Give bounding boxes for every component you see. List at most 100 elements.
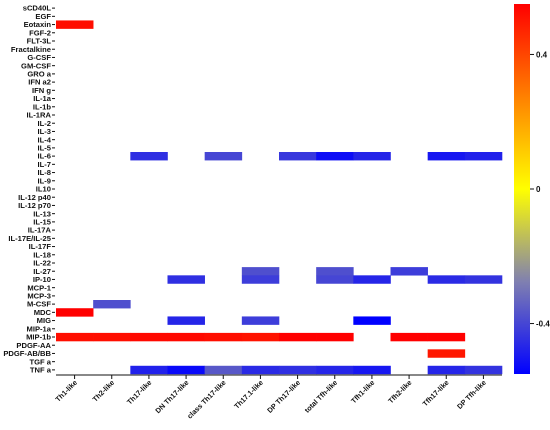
row-label-il-1a: IL-1a	[33, 94, 52, 103]
cell-m-csf-th2-like	[93, 300, 131, 309]
row-label-gm-csf: GM-CSF	[21, 61, 51, 70]
column-label-dn-th17-like: DN Th17-like	[153, 378, 190, 415]
column-label-class-th17-like: class Th17-like	[185, 378, 228, 421]
row-label-tnf-a: TNF a	[30, 365, 52, 374]
cell-ip-10-total-tfh-like	[316, 275, 354, 284]
colorbar-gradient	[514, 4, 530, 374]
cell-pdgf-ab-bb-tfh17-like	[427, 349, 466, 358]
row-label-fgf-2: FGF-2	[29, 28, 51, 37]
column-label-dp-th17-like: DP Th17-like	[265, 378, 302, 415]
row-label-egf: EGF	[35, 12, 51, 21]
column-label-th1-like: Th1-like	[53, 378, 79, 404]
row-label-il10: IL10	[36, 185, 51, 194]
row-label-il-5: IL-5	[37, 143, 51, 152]
cell-ip-10-dn-th17-like	[167, 275, 205, 284]
row-label-il-8: IL-8	[37, 168, 51, 177]
cell-ip-10-th17-1-like	[241, 275, 280, 284]
cell-tnf-a-dn-th17-like	[167, 365, 205, 375]
cell-mig-tfh1-like	[353, 316, 391, 325]
cell-tnf-a-dp-tfh-like	[464, 365, 503, 375]
row-label-il-1b: IL-1b	[33, 102, 52, 111]
row-label-il-12-p70: IL-12 p70	[18, 201, 51, 210]
cell-mip-1b-tfh17-like	[427, 332, 466, 342]
row-label-mip-1b: MIP-1b	[26, 333, 51, 342]
cell-tnf-a-class-th17-like	[204, 365, 243, 375]
cell-ip-10-dp-tfh-like	[464, 275, 503, 284]
cell-il-6-total-tfh-like	[316, 152, 354, 161]
cell-mdc-th1-like	[56, 308, 94, 317]
row-label-il-1ra: IL-1RA	[27, 111, 52, 120]
cell-il-6-dp-tfh-like	[464, 152, 503, 161]
row-label-mcp-1: MCP-1	[27, 283, 51, 292]
cell-mip-1b-th17-1-like	[241, 332, 280, 342]
row-label-ip-10: IP-10	[33, 275, 51, 284]
row-label-flt-3l: FLT-3L	[27, 37, 52, 46]
cell-il-6-dp-th17-like	[279, 152, 317, 161]
cell-il-27-tfh2-like	[390, 267, 428, 276]
row-label-il-27: IL-27	[33, 267, 51, 276]
row-label-il-17f: IL-17F	[29, 242, 52, 251]
row-label-il-2: IL-2	[37, 119, 51, 128]
colorbar-tick-label: 0.4	[536, 50, 548, 59]
column-label-total-tfh-like: total Tfh-like	[303, 378, 340, 415]
row-label-il-12-p40: IL-12 p40	[18, 193, 51, 202]
row-label-fractalkine: Fractalkine	[11, 45, 51, 54]
cell-tnf-a-th17-like	[130, 365, 168, 375]
cell-eotaxin-th1-like	[56, 20, 94, 29]
row-label-ifn-a2: IFN a2	[28, 78, 51, 87]
cell-mig-dn-th17-like	[167, 316, 205, 325]
column-label-tfh2-like: Tfh2-like	[386, 378, 413, 405]
cell-ip-10-tfh17-like	[427, 275, 466, 284]
row-label-scd40l: sCD40L	[23, 4, 52, 13]
row-label-il-18: IL-18	[33, 250, 51, 259]
colorbar-tick-label: 0	[536, 185, 541, 194]
row-label-ifn-g: IFN g	[32, 86, 51, 95]
cell-tnf-a-th17-1-like	[241, 365, 280, 375]
row-label-tgf-a: TGF a	[29, 357, 51, 366]
row-label-m-csf: M-CSF	[27, 300, 51, 309]
cell-mip-1b-dp-th17-like	[279, 332, 317, 342]
cell-mip-1b-total-tfh-like	[316, 332, 354, 342]
cell-il-6-tfh1-like	[353, 152, 391, 161]
row-label-pdgf-ab-bb: PDGF-AB/BB	[3, 349, 51, 358]
row-label-pdgf-aa: PDGF-AA	[16, 341, 51, 350]
column-label-tfh1-like: Tfh1-like	[349, 378, 376, 405]
row-label-gro-a: GRO a	[27, 69, 51, 78]
column-label-th2-like: Th2-like	[91, 378, 117, 404]
row-label-mdc: MDC	[34, 308, 52, 317]
row-label-mcp-3: MCP-3	[27, 291, 51, 300]
cell-mip-1b-th2-like	[93, 332, 131, 342]
cell-mip-1b-th1-like	[56, 332, 94, 342]
row-labels: sCD40LEGFEotaxinFGF-2FLT-3LFractalkineG-…	[3, 4, 55, 374]
cell-ip-10-tfh1-like	[353, 275, 391, 284]
cell-mip-1b-tfh2-like	[390, 332, 428, 342]
row-label-il-15: IL-15	[33, 217, 52, 226]
cell-mip-1b-class-th17-like	[204, 332, 243, 342]
column-label-dp-tfh-like: DP Tfh-like	[455, 378, 488, 411]
cell-tnf-a-dp-th17-like	[279, 365, 317, 375]
row-label-il-7: IL-7	[37, 160, 51, 169]
column-label-tfh17-like: Tfh17-like	[421, 378, 451, 408]
cell-mig-th17-1-like	[241, 316, 280, 325]
cell-il-27-th17-1-like	[241, 267, 280, 276]
row-label-il-4: IL-4	[37, 135, 51, 144]
x-axis: Th1-like Th2-like Th17-like DN Th17-likecla…	[53, 374, 502, 421]
colorbar: 0.4 0 -0.4	[514, 4, 550, 374]
row-label-il-22: IL-22	[33, 259, 51, 268]
row-label-eotaxin: Eotaxin	[24, 20, 52, 29]
colorbar-tick-label: -0.4	[536, 320, 550, 329]
cell-tnf-a-total-tfh-like	[316, 365, 354, 375]
row-label-il-3: IL-3	[37, 127, 51, 136]
cell-tnf-a-tfh17-like	[427, 365, 466, 375]
cell-tnf-a-tfh1-like	[353, 365, 391, 375]
row-label-mip-1a: MIP-1a	[27, 324, 52, 333]
cell-mip-1b-dn-th17-like	[167, 332, 205, 342]
row-label-g-csf: G-CSF	[27, 53, 51, 62]
cell-il-6-tfh17-like	[427, 152, 466, 161]
cell-il-6-class-th17-like	[204, 152, 243, 161]
column-label-th17-like: Th17-like	[125, 378, 153, 406]
row-label-il-6: IL-6	[37, 152, 51, 161]
column-label-th17-1-like: Th17.1-like	[232, 378, 265, 411]
cell-il-27-total-tfh-like	[316, 267, 354, 276]
